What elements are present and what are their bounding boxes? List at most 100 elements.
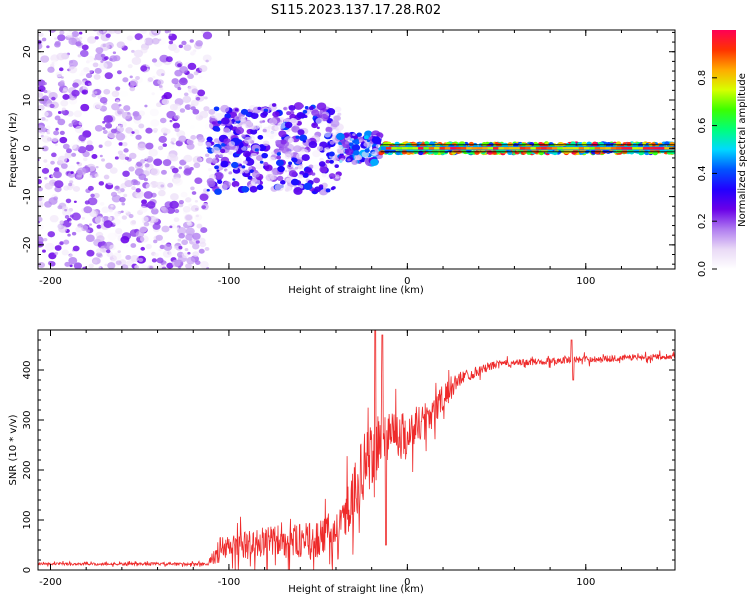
spectral-blob [231,161,239,169]
tone-peak [562,147,569,150]
spectral-blob [350,137,355,141]
spectral-blob [45,125,51,130]
colorbar: 0.0 0.2 0.4 0.6 0.8 Normalized spectral ampl… [697,30,748,277]
tone-peak [509,147,516,150]
spectral-blob [204,246,210,251]
spectral-blob [102,129,108,134]
spectrogram-ytick-label: 20 [22,45,33,58]
spectral-blob [135,180,141,186]
spectrogram-ytick-label: 0 [22,145,33,151]
spectral-blob [143,221,150,227]
spectral-blob [375,144,381,149]
spectral-blob [54,40,61,46]
spectral-blob [178,77,188,86]
spectral-blob [170,137,177,143]
spectral-blob [90,150,94,154]
spectral-blob [61,107,66,111]
spectral-blob [151,37,160,45]
spectral-blob [77,54,82,58]
spectral-blob [150,119,160,127]
spectral-blob [349,142,354,147]
spectral-blob [161,98,169,105]
spectral-blob [49,214,59,223]
spectral-blob [288,170,297,177]
spectral-blob [171,78,179,85]
spectral-blob [352,133,356,136]
spectral-blob [125,254,132,260]
spectral-blob [188,203,193,207]
spectral-blob [177,227,187,235]
spectral-blob [63,239,70,245]
spectral-blob [59,30,65,35]
spectral-blob [81,44,89,51]
spectral-blob [100,60,104,63]
snr-panel: -200 -100 0 100 0 100 200 300 400 Height of stra… [8,329,676,595]
spectral-blob [151,92,155,96]
spectral-blob [68,37,78,46]
spectral-blob [169,225,173,229]
tone-peak [653,147,660,150]
spectral-blob [318,161,326,167]
spectral-blob [62,143,70,150]
spectral-blob [418,150,424,156]
spectral-blob [152,263,161,269]
spectral-blob [172,122,181,129]
spectral-blob [114,30,122,35]
spectral-blob [321,172,327,177]
spectral-blob [57,118,66,126]
spectral-blob [255,162,264,170]
spectral-blob [284,121,293,129]
spectral-blob [313,177,321,184]
spectral-blob [293,187,303,195]
tone-peak [530,147,537,150]
spectral-blob [107,216,113,221]
spectral-blob [347,158,351,162]
tone-peak [471,147,478,150]
spectral-blob [114,211,121,217]
spectral-blob [192,232,201,240]
spectral-blob [129,75,133,79]
spectral-blob [42,111,49,117]
spectral-blob [116,70,122,75]
spectral-blob [43,82,47,86]
spectral-blob [128,166,135,172]
spectral-blob [113,215,118,219]
colorbar-label: Normalized spectral amplitude [737,73,748,227]
spectral-blob [243,136,253,144]
spectral-blob [38,92,44,98]
spectral-blob [107,232,117,241]
spectral-blob [133,129,140,135]
tone-peak [541,147,548,150]
spectral-blob [215,154,220,159]
spectral-blob [366,139,371,143]
spectral-blob [257,134,264,140]
spectral-blob [262,111,268,117]
spectral-blob [88,263,94,269]
spectral-blob [255,154,264,161]
tone-peak [519,147,526,150]
spectral-blob [581,141,587,147]
spectral-blob [54,115,61,121]
spectral-blob [152,75,156,79]
spectral-blob [185,263,192,269]
spectral-blob [180,191,188,198]
spectral-blob [49,103,55,109]
spectrogram-xtick-label: -200 [39,276,62,287]
spectral-blob [199,65,208,72]
spectral-blob [213,106,220,112]
spectral-blob [156,257,164,264]
spectral-blob [328,173,336,179]
spectral-blob [178,199,184,205]
spectral-blob [361,151,370,158]
spectral-blob [120,264,129,269]
spectral-blob [211,146,220,154]
figure-title: S115.2023.137.17.28.R02 [271,3,441,18]
spectral-blob [71,89,80,97]
spectrogram-x-label: Height of straight line (km) [288,285,424,296]
spectral-blob [316,126,320,130]
spectral-blob [95,248,103,254]
spectral-blob [75,41,82,47]
spectral-blob [175,226,180,230]
spectral-blob [605,141,612,147]
spectral-blob [83,206,93,214]
